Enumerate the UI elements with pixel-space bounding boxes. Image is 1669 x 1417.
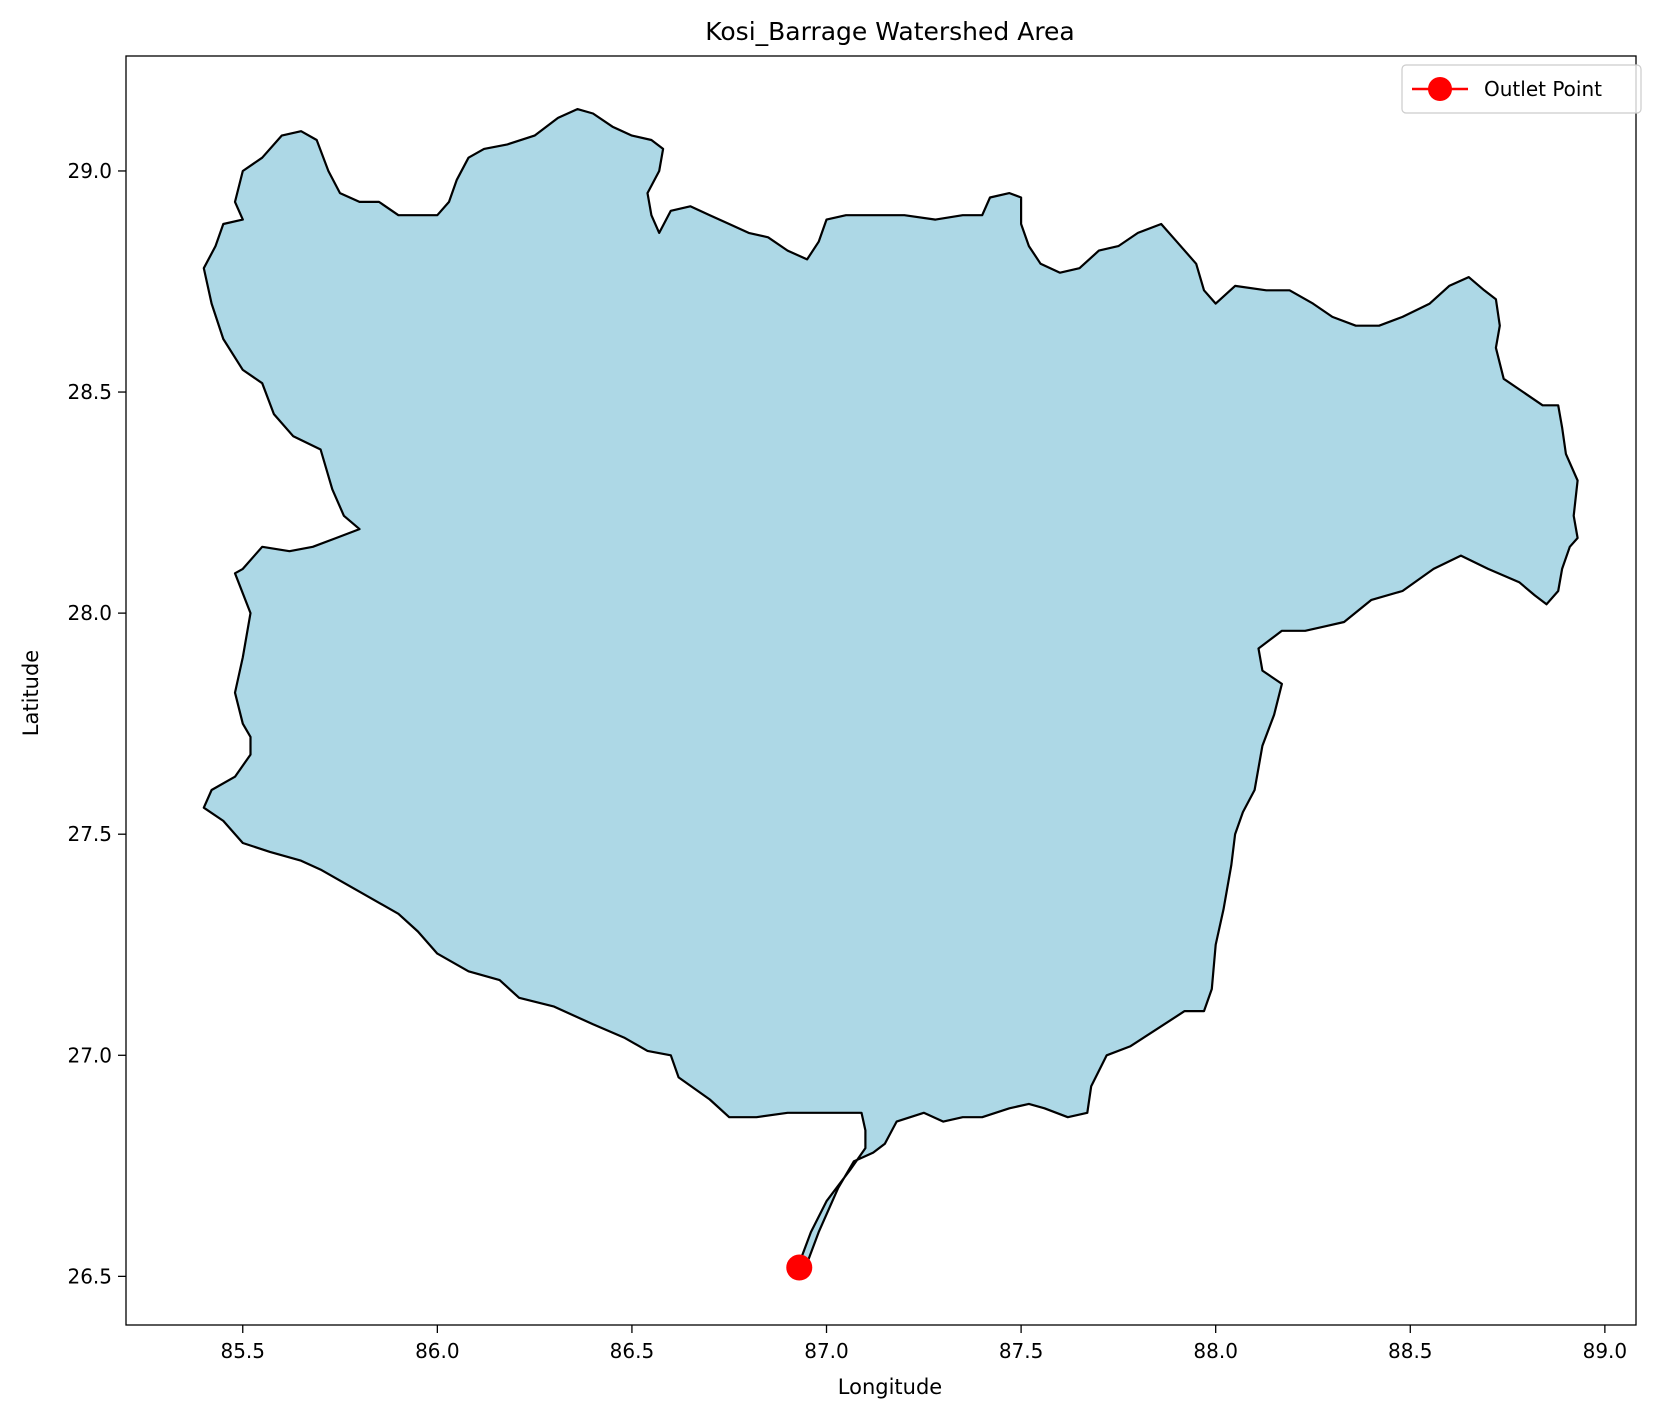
y-tick-label: 28.5 [67, 380, 112, 404]
x-tick-label: 86.5 [610, 1339, 655, 1363]
x-tick-label: 88.0 [1193, 1339, 1238, 1363]
legend-marker-swatch [1428, 77, 1452, 101]
outlet-points [786, 1254, 813, 1281]
y-tick-label: 27.0 [67, 1043, 112, 1067]
y-tick-label: 27.5 [67, 822, 112, 846]
x-tick-label: 87.5 [999, 1339, 1044, 1363]
y-axis-ticks: 26.5 27.0 27.5 28.0 28.5 29.0 [67, 159, 126, 1288]
y-tick-label: 26.5 [67, 1264, 112, 1288]
axes-frame [125, 55, 1637, 1326]
x-tick-label: 85.5 [220, 1339, 265, 1363]
x-axis-label: Longitude [838, 1375, 942, 1399]
x-tick-label: 89.0 [1583, 1339, 1628, 1363]
x-tick-label: 87.0 [804, 1339, 849, 1363]
y-axis-label: Latitude [19, 650, 43, 736]
x-axis-ticks: 85.5 86.0 86.5 87.0 87.5 88.0 88.5 89.0 [220, 1325, 1627, 1363]
y-tick-label: 29.0 [67, 159, 112, 183]
watershed-polygon [202, 108, 1579, 1265]
x-tick-label: 86.0 [415, 1339, 460, 1363]
y-tick-label: 28.0 [67, 601, 112, 625]
x-tick-label: 88.5 [1388, 1339, 1433, 1363]
legend: Outlet Point [1401, 64, 1642, 114]
outlet-point-marker [786, 1254, 813, 1281]
legend-box [1401, 64, 1642, 114]
chart-title: Kosi_Barrage Watershed Area [705, 17, 1075, 46]
plot-area [125, 55, 1637, 1326]
legend-label-outlet-point: Outlet Point [1484, 77, 1602, 101]
